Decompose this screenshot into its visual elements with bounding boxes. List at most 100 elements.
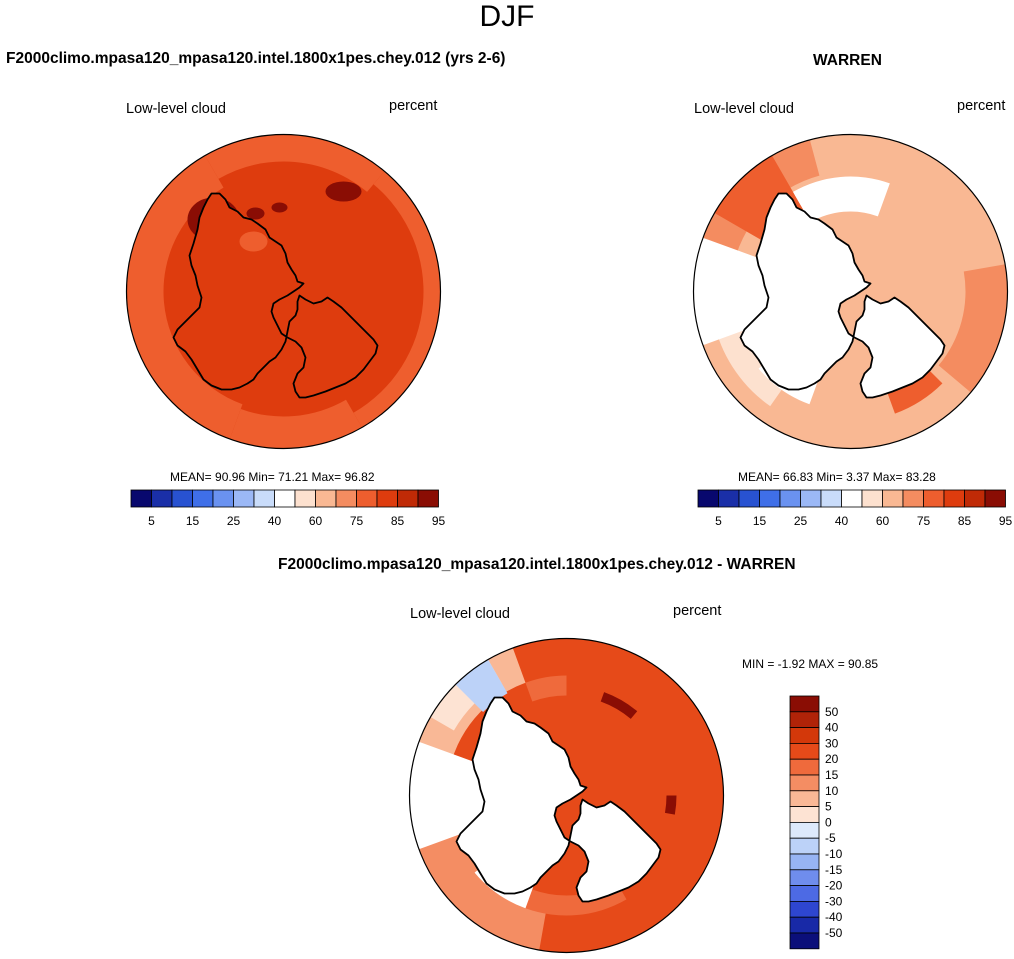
- panel1-map-border: [125, 133, 442, 450]
- panel3-colorbar-tick: -40: [825, 910, 843, 924]
- panel1-contour-patch: [239, 231, 268, 252]
- panel3-antarctica-coastline: [455, 696, 662, 903]
- panel1-colorbar-box: [192, 489, 214, 508]
- panel2-colorbar-box: [923, 489, 945, 508]
- panel2-min-value: 3.37: [846, 470, 870, 484]
- panel1-colorbar-tick: 25: [227, 514, 241, 528]
- panel1-mean-label: MEAN=: [170, 470, 212, 484]
- panel2-colorbar-tick: 60: [876, 514, 890, 528]
- panel2-min-label: Min=: [816, 470, 843, 484]
- panel2-colorbar-tick: 95: [999, 514, 1012, 528]
- panel2-colorbar-tick: 40: [835, 514, 849, 528]
- panel2-contour-patch: [888, 141, 1001, 254]
- panel1-colorbar-box: [151, 489, 173, 508]
- panel3-colorbar-tick: 10: [825, 784, 839, 798]
- panel3-colorbar-box: [789, 869, 820, 887]
- panel2-colorbar-box: [820, 489, 842, 508]
- panel3-colorbar-tick: 15: [825, 768, 839, 782]
- panel3-colorbar-tick: -5: [825, 831, 836, 845]
- panel3-colorbar-box: [789, 885, 820, 902]
- panel3-colorbar-tick: 5: [825, 800, 832, 814]
- panel3-variable-label: Low-level cloud: [410, 606, 510, 622]
- panel2-colorbar-box: [738, 489, 760, 508]
- panel1-colorbar-box: [335, 489, 357, 508]
- panel1-colorbar-tick: 75: [350, 514, 364, 528]
- panel3-colorbar-box: [789, 743, 820, 760]
- panel1-contour-patch: [271, 202, 288, 213]
- panel3-colorbar-tick: 20: [825, 752, 839, 766]
- panel3-colorbar-box: [789, 790, 820, 808]
- panel2-polar-map: [692, 133, 1009, 450]
- panel3-contour-patch: [409, 814, 548, 953]
- panel1-colorbar-tick: 5: [148, 514, 155, 528]
- panel1-min-value: 71.21: [278, 470, 309, 484]
- panel1-contour-patch: [353, 168, 441, 431]
- panel2-antarctica-coastline: [739, 192, 946, 399]
- panel1-contour-patch: [246, 207, 265, 220]
- panel2-colorbar-tick: 85: [958, 514, 972, 528]
- panel2-colorbar-tick: 25: [794, 514, 808, 528]
- panel2-colorbar-box: [800, 489, 822, 508]
- panel2-title: WARREN: [813, 52, 882, 69]
- panel2-colorbar-box: [759, 489, 781, 508]
- panel2-colorbar-box: [882, 489, 904, 508]
- panel1-variable-label: Low-level cloud: [126, 101, 226, 117]
- panel3-contour-patch: [525, 675, 567, 702]
- panel1-colorbar-box: [171, 489, 193, 508]
- panel2-units-label: percent: [957, 98, 1006, 114]
- panel3-colorbar-box: [789, 837, 820, 855]
- panel2-colorbar-box: [964, 489, 986, 508]
- panel3-colorbar-box: [789, 806, 820, 823]
- panel3-colorbar-box: [789, 695, 820, 713]
- panel3-colorbar-box: [789, 774, 820, 792]
- panel3-colorbar-box: [789, 932, 820, 950]
- panel3-colorbar-box: [789, 711, 820, 728]
- panel3-colorbar-tick: -30: [825, 894, 843, 908]
- panel3-colorbar-tick: 50: [825, 705, 839, 719]
- panel1-max-label: Max=: [311, 470, 342, 484]
- panel1-colorbar-box: [315, 489, 337, 508]
- panel1-polar-map: [125, 133, 442, 450]
- panel3-colorbar-tick: 40: [825, 721, 839, 735]
- panel1-colorbar-box: [212, 489, 234, 508]
- panel3-colorbar-box: [789, 821, 820, 839]
- panel3-polar-map: [408, 637, 725, 954]
- panel1-colorbar-tick: 85: [391, 514, 405, 528]
- panel1-colorbar-box: [376, 489, 398, 508]
- panel3-colorbar-tick: 30: [825, 736, 839, 750]
- panel1-stats: MEAN= 90.96 Min= 71.21 Max= 96.82: [170, 470, 375, 484]
- panel2-colorbar-box: [861, 489, 883, 508]
- panel1-colorbar-box: [294, 489, 316, 508]
- panel1-colorbar-box: [397, 489, 419, 508]
- panel3-colorbar-tick: -15: [825, 863, 843, 877]
- panel1-max-value: 96.82: [344, 470, 375, 484]
- panel1-colorbar-tick: 15: [186, 514, 200, 528]
- panel3-title: F2000climo.mpasa120_mpasa120.intel.1800x…: [278, 556, 796, 573]
- panel2-colorbar-box: [841, 489, 863, 508]
- panel3-colorbar-tick: -10: [825, 847, 843, 861]
- panel2-colorbar: 5 15 25 40 60 75 85 95: [697, 489, 1012, 528]
- panel3-units-label: percent: [673, 603, 722, 619]
- panel3-colorbar-box: [789, 900, 820, 918]
- panel2-max-value: 83.28: [905, 470, 936, 484]
- panel3-contour-patch: [600, 692, 638, 719]
- panel2-variable-label: Low-level cloud: [694, 101, 794, 117]
- panel1-colorbar-tick: 40: [268, 514, 282, 528]
- panel3-colorbar-tick: -50: [825, 926, 843, 940]
- panel3-colorbar-tick: 0: [825, 815, 832, 829]
- panel2-contour-patch: [884, 362, 943, 414]
- panel2-colorbar-tick: 5: [715, 514, 722, 528]
- panel1-colorbar: 5 15 25 40 60 75 85 95: [130, 489, 445, 528]
- panel2-stats: MEAN= 66.83 Min= 3.37 Max= 83.28: [738, 470, 936, 484]
- panel2-colorbar-box: [902, 489, 924, 508]
- panel2-max-label: Max=: [872, 470, 903, 484]
- panel1-antarctica-coastline: [172, 192, 379, 399]
- panel1-colorbar-box: [130, 489, 152, 508]
- panel1-min-label: Min=: [248, 470, 275, 484]
- panel1-contour-patch: [228, 399, 364, 449]
- panel1-units-label: percent: [389, 98, 438, 114]
- panel3-colorbar-tick: -20: [825, 879, 843, 893]
- panel3-colorbar-box: [789, 916, 820, 934]
- panel3-colorbar-box: [789, 853, 820, 871]
